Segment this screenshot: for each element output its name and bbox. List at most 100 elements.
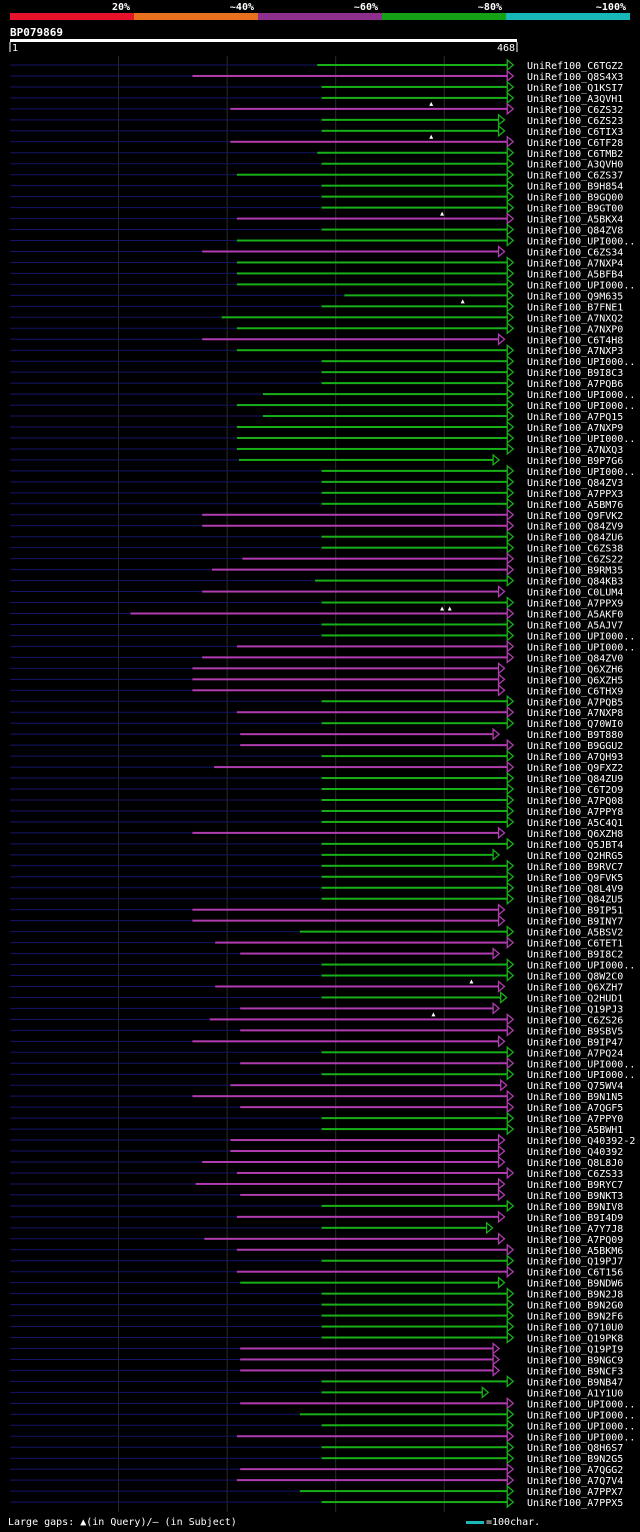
alignment-row: UniRef100_B9NIV8: [10, 1199, 623, 1213]
hit-label: UniRef100_Q84ZU9: [527, 774, 623, 785]
hit-bar: [236, 327, 508, 330]
query-gap-marker: [440, 606, 445, 611]
hit-arrow: [506, 69, 515, 83]
query-gap-marker: [429, 101, 434, 106]
hit-label: UniRef100_Q2HUD1: [527, 993, 623, 1004]
hit-arrow: [497, 1155, 506, 1169]
hit-arrow: [506, 1309, 515, 1322]
hit-label: UniRef100_A7Y7J8: [527, 1224, 623, 1235]
hit-label: UniRef100_Q6XZH8: [527, 829, 623, 840]
hit-arrow: [506, 881, 515, 895]
hit-bar: [321, 1457, 508, 1460]
hit-bar: [344, 294, 508, 297]
hit-bar: [192, 689, 499, 692]
hit-bar: [209, 1018, 508, 1021]
alignment-row: UniRef100_A7PPX5: [10, 1495, 623, 1509]
hit-label: UniRef100_A7QGG2: [527, 1465, 623, 1476]
alignment-row: UniRef100_B9N2J8: [10, 1287, 623, 1301]
hit-arrow: [497, 1144, 506, 1158]
hit-bar: [236, 1248, 508, 1251]
hit-bar: [240, 733, 494, 736]
hit-arrow: [506, 475, 515, 489]
hit-bar: [321, 96, 508, 99]
hit-bar: [236, 283, 508, 286]
hit-label: UniRef100_A7PPY0: [527, 1114, 623, 1125]
hit-arrow: [497, 683, 506, 697]
alignment-row: UniRef100_A5C4Q1: [10, 815, 623, 829]
hit-arrow: [506, 804, 515, 818]
hit-bar: [230, 140, 508, 143]
alignment-row: UniRef100_Q40392-2: [10, 1133, 635, 1147]
hit-label: UniRef100_C6ZS38: [527, 544, 623, 555]
hit-label: UniRef100_C6ZS26: [527, 1015, 623, 1026]
hit-arrow: [497, 826, 506, 840]
hit-label: UniRef100_C6T4H8: [527, 335, 623, 346]
alignment-row: UniRef100_B9RVC7: [10, 859, 623, 873]
hit-arrow: [506, 1089, 515, 1103]
hit-arrow: [506, 464, 515, 478]
hit-bar: [240, 1007, 494, 1010]
hit-bar: [230, 1084, 501, 1087]
hit-arrow: [497, 914, 506, 928]
alignment-row: UniRef100_Q2HRG5: [10, 848, 623, 862]
alignment-row: UniRef100_UPI000..: [10, 387, 635, 401]
hit-bar: [240, 952, 494, 955]
alignment-row: UniRef100_UPI000..: [10, 1407, 635, 1421]
hit-bar: [236, 1479, 508, 1482]
scale-note-text: =100char.: [486, 1517, 541, 1528]
hit-arrow: [492, 1353, 501, 1366]
hit-arrow: [506, 793, 515, 807]
hit-bar: [236, 261, 508, 264]
hit-bar: [240, 1402, 508, 1405]
hit-label: UniRef100_UPI000..: [527, 1059, 635, 1070]
hit-bar: [321, 1128, 508, 1131]
alignment-row: UniRef100_Q19PJ7: [10, 1254, 623, 1268]
hit-bar: [239, 458, 494, 461]
hit-bar: [321, 722, 508, 725]
hit-arrow: [506, 541, 515, 555]
legend-swatch: [382, 13, 506, 20]
hit-bar: [321, 535, 508, 538]
alignment-row: UniRef100_UPI000..: [10, 464, 635, 478]
hit-bar: [240, 1062, 508, 1065]
legend-label: ~100%: [596, 2, 626, 13]
hit-label: UniRef100_B9NDW6: [527, 1279, 623, 1290]
hit-arrow: [506, 310, 515, 324]
query-gap-marker: [469, 979, 474, 984]
hit-label: UniRef100_A7QH93: [527, 752, 623, 763]
hit-arrow: [506, 1067, 515, 1081]
hit-bar: [240, 1347, 494, 1350]
hit-label: UniRef100_Q8L8J0: [527, 1158, 623, 1169]
hit-arrow: [500, 991, 508, 1004]
alignment-row: UniRef100_C6ZS33: [10, 1166, 623, 1180]
hit-bar: [192, 908, 499, 911]
hit-arrow: [506, 607, 515, 620]
hit-arrow: [497, 672, 506, 686]
gridlines: [118, 56, 445, 1512]
hit-label: UniRef100_Q84KB3: [527, 577, 623, 588]
alignment-row: UniRef100_B9I4D9: [10, 1210, 623, 1224]
alignment-row: UniRef100_A7NXP4: [10, 256, 623, 269]
hit-bar: [236, 1171, 508, 1174]
legend-swatch: [134, 13, 258, 20]
alignment-row: UniRef100_A7NXP8: [10, 705, 623, 719]
hit-label: UniRef100_A5BSV2: [527, 928, 623, 939]
hit-arrow: [506, 815, 515, 829]
hit-arrow: [506, 859, 515, 873]
hit-label: UniRef100_B7FNE1: [527, 302, 623, 313]
hit-arrow: [506, 409, 515, 423]
hit-arrow: [506, 343, 515, 357]
alignment-row: UniRef100_B7FNE1: [10, 299, 623, 313]
ruler-start-label: 1: [12, 43, 18, 54]
hit-label: UniRef100_UPI000..: [527, 280, 635, 291]
hit-label: UniRef100_B9GQ00: [527, 193, 623, 204]
alignment-row: UniRef100_A7PPY0: [10, 1111, 623, 1125]
hit-label: UniRef100_A7NXP4: [527, 258, 623, 269]
alignment-row: UniRef100_B9INY7: [10, 914, 623, 928]
alignment-row: UniRef100_A7Y7J8: [10, 1221, 623, 1235]
hit-arrow: [506, 1320, 515, 1333]
hit-arrow: [506, 650, 515, 664]
legend-label: ~60%: [354, 2, 378, 13]
alignment-row: UniRef100_Q19PJ3: [10, 1002, 623, 1015]
hit-label: UniRef100_UPI000..: [527, 642, 635, 653]
